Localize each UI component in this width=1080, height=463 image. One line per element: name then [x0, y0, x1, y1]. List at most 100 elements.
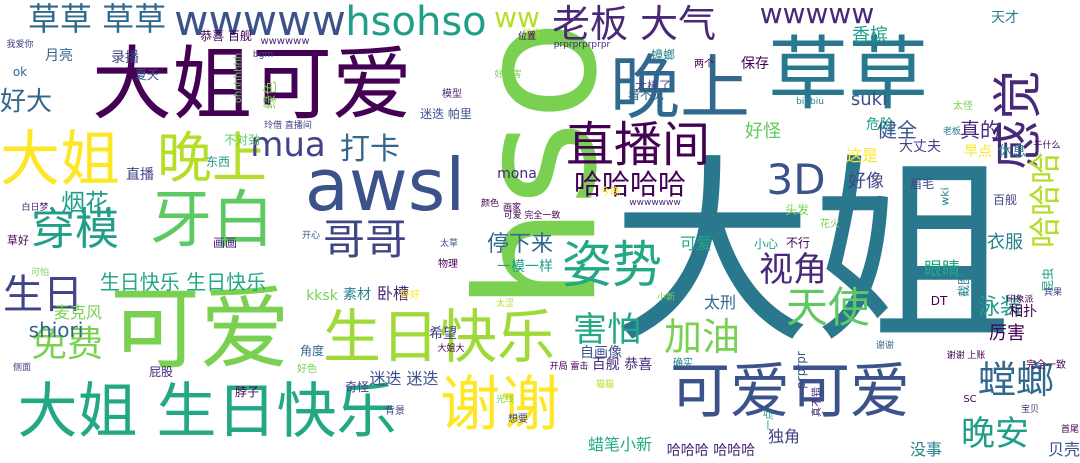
word-cloud-word: 迷迭 帕里 [420, 107, 472, 121]
word-cloud-word: 太怪 [953, 101, 973, 112]
word-cloud-word: 卧槽 [376, 284, 409, 303]
word-cloud-word: 绿色 [263, 81, 279, 109]
word-cloud-word: 大姐大 [437, 343, 465, 354]
word-cloud-word: 开局 雷击 [549, 361, 589, 372]
word-cloud-word: 早点 [964, 144, 992, 160]
word-cloud-word: 奇怪 [344, 380, 369, 394]
word-cloud-word: shiori [28, 318, 84, 342]
word-cloud-word: 衣服 [987, 232, 1023, 253]
word-cloud-word: 画家 [502, 202, 521, 213]
word-cloud-word: 蜡笔小新 [587, 435, 652, 454]
word-cloud-word: wwwww [759, 0, 875, 30]
word-cloud-word: 花火 [820, 219, 840, 230]
word-cloud-word: SC [963, 394, 977, 405]
word-cloud-word: 天使 [785, 283, 870, 332]
word-cloud-word: 地方 [522, 28, 541, 39]
word-cloud-word: 蟑螂 [650, 48, 675, 62]
word-cloud-word: 贝壳 [1047, 440, 1080, 459]
word-cloud-word: wwwwwww [629, 197, 681, 208]
word-cloud-word: 好色 [297, 364, 317, 375]
word-cloud-word: 迷迭 迷迭 [369, 369, 439, 388]
word-cloud-word: 哈哈哈 [1025, 151, 1064, 249]
word-cloud-word: 侧面 [12, 362, 31, 373]
word-cloud-word: 谢谢 上账 [946, 350, 986, 361]
word-cloud-word: 眼睛 [924, 259, 960, 280]
word-cloud-word: 位置 [517, 31, 536, 42]
word-cloud-word: 姿势 [562, 236, 662, 294]
word-cloud-word: 可爱可爱 [670, 357, 910, 427]
word-cloud-word: kksk [306, 288, 338, 304]
word-cloud-word: 穿模 [31, 204, 119, 255]
word-cloud-word: 头发 [784, 203, 809, 217]
word-cloud-word: 东西 [205, 155, 230, 169]
word-cloud-word: 麦克风 [53, 303, 102, 322]
word-cloud-word: 大姐可爱 [92, 38, 412, 131]
word-cloud-word: 今晚 [600, 187, 620, 198]
word-cloud-word: wki [938, 186, 952, 206]
word-cloud-word: 光线 [495, 394, 514, 405]
word-cloud-word: 物理 [438, 259, 458, 270]
word-cloud-word: 香槟 [852, 25, 888, 46]
word-cloud-word: wwwwww [260, 36, 310, 47]
word-cloud-word: 3D [766, 155, 826, 204]
word-cloud-word: 晚上 [610, 47, 750, 129]
word-cloud-word: 草草 草草 [27, 0, 167, 38]
word-cloud-word: ok [12, 65, 28, 79]
word-cloud-word: 可爱 [110, 277, 290, 382]
word-cloud-word: ww [494, 1, 540, 34]
word-cloud-word: 太刑 [703, 293, 736, 312]
word-cloud-word: 首尾 [1060, 424, 1079, 435]
word-cloud-word: 恭喜 百舰 [200, 29, 252, 43]
word-cloud-word: 小新 [656, 292, 675, 303]
word-cloud-word: biubiu [796, 96, 824, 107]
word-cloud-word: prprpr [794, 351, 808, 389]
word-cloud-word: 牙白 [149, 183, 274, 256]
word-cloud-word: 独角 [767, 427, 800, 446]
word-cloud-word: 完全一致 [1026, 360, 1066, 371]
word-cloud-word: 希望 [429, 326, 457, 342]
word-cloud-word: 确实 [673, 358, 693, 369]
word-cloud-word: 天才 [991, 10, 1019, 26]
word-cloud-word: hsohso [345, 0, 487, 45]
word-cloud-word: 屁股 [148, 365, 173, 379]
word-cloud-word: 害怕 [573, 310, 641, 350]
word-cloud-word: 录播 [111, 50, 139, 66]
word-cloud-word: 猫猫 [595, 379, 614, 390]
word-cloud-word: 眉毛 [909, 177, 934, 191]
word-cloud-word: 宝贝 [1020, 404, 1039, 415]
word-cloud-word: 小心 [753, 237, 778, 251]
word-cloud-word: 烟花 [61, 189, 109, 217]
word-cloud-word: 泳装 [977, 295, 1022, 320]
word-cloud-word: 角度 [299, 344, 324, 358]
word-cloud-word: 打卡 [340, 132, 400, 167]
word-cloud-word: 我爱你 [6, 39, 34, 50]
word-cloud-word: mona [497, 166, 537, 182]
word-cloud-word: wwwww [174, 0, 346, 45]
word-cloud-word: 好像 [848, 171, 884, 192]
word-cloud-word: 哈哈哈哈 [573, 168, 686, 201]
word-cloud-word: 背景 [385, 406, 405, 417]
word-cloud-word: 直播 [126, 167, 154, 183]
word-cloud-word: 可爱 完全一致 [503, 210, 561, 221]
word-cloud-word: 太涩 [495, 298, 514, 309]
word-cloud-word: 画画 [212, 236, 237, 250]
word-cloud-word: 一点 [764, 410, 775, 430]
word-cloud-word: 老板 大气 [551, 2, 717, 46]
word-cloud-word: bgm [252, 49, 274, 60]
word-cloud-word: 草草 [768, 28, 928, 121]
word-cloud-word: 没事 [909, 440, 942, 459]
word-cloud-word: 看不见 [627, 88, 664, 102]
word-cloud-word: ohhhhhhh [232, 52, 244, 104]
word-cloud-word: 印象派 [1006, 294, 1034, 305]
word-cloud-word: DT [930, 294, 948, 308]
word-cloud-word: 白日梦 [21, 202, 49, 213]
word-cloud-word: mua [250, 125, 326, 165]
word-cloud-word: 好怪 [745, 121, 781, 142]
word-cloud-word: 视角 [759, 250, 827, 290]
word-cloud-word: 保存 [741, 56, 769, 72]
word-cloud-word: 于什么 [1033, 140, 1061, 151]
word-cloud-word: 脖子 [234, 385, 259, 399]
word-cloud-word: 一模一样 [497, 259, 553, 275]
word-cloud-word: 大丈夫 [899, 139, 941, 155]
word-cloud-word: 好厉害 [494, 69, 522, 80]
